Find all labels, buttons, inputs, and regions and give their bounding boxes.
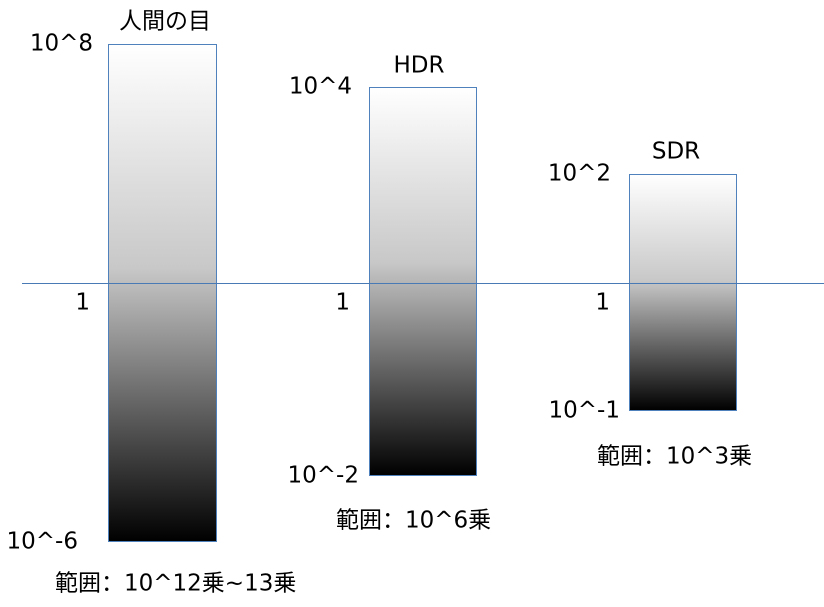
range-bar	[369, 87, 477, 476]
range-bar	[629, 174, 737, 411]
bottom-label: 10^-2	[288, 463, 359, 489]
middle-label: 1	[335, 290, 350, 316]
bottom-label: 10^-6	[7, 529, 78, 555]
range-bar	[108, 44, 217, 542]
range-text: 範囲：10^12乗~13乗	[55, 571, 296, 597]
column-title: 人間の目	[119, 9, 211, 35]
top-label: 10^8	[30, 31, 93, 57]
bottom-label: 10^-1	[549, 398, 620, 424]
range-text: 範囲：10^6乗	[336, 508, 491, 534]
middle-label: 1	[75, 290, 90, 316]
column-title: HDR	[394, 53, 445, 79]
range-text: 範囲：10^3乗	[597, 444, 752, 470]
top-label: 10^2	[548, 161, 611, 187]
column-title: SDR	[652, 139, 700, 165]
middle-label: 1	[595, 290, 610, 316]
top-label: 10^4	[289, 74, 352, 100]
